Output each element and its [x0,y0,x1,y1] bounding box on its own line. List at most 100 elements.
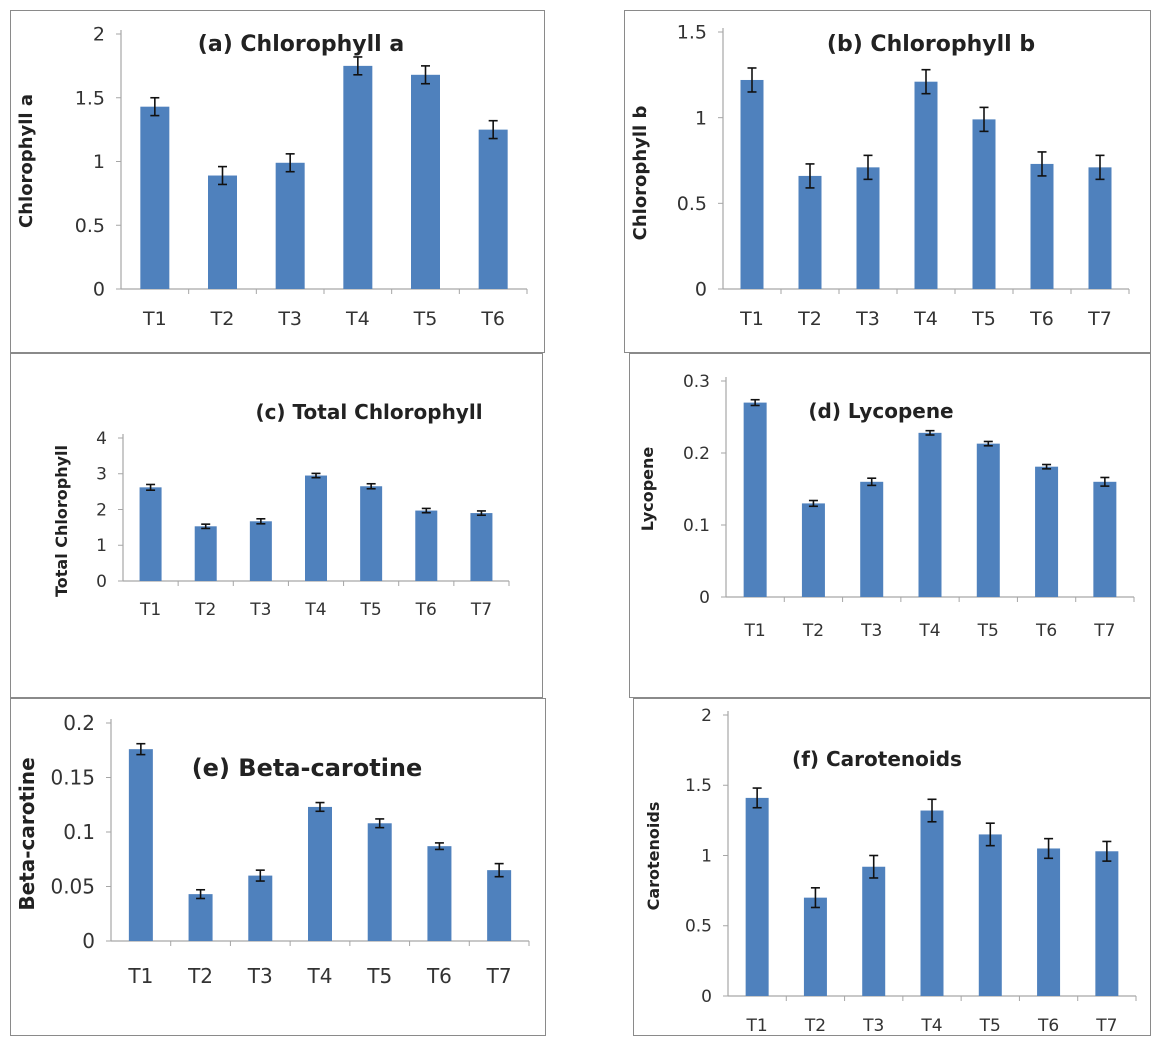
bar-t4 [918,432,942,597]
chart-b-plot: 0 0.5 1 1.5 T1 T2 T3 T4 T5 T6 T7 (b) Chlorophyll b C… [630,22,1130,330]
bar-t6 [427,846,452,941]
y-tick-label: 1 [96,536,107,556]
bar-t1 [139,487,162,581]
y-axis-label: Total Chlorophyll [52,445,71,597]
y-tick-label: 1.5 [677,22,707,44]
x-tick-label: T7 [470,600,492,620]
y-tick-label: 1.5 [685,776,712,796]
x-tick-label: T2 [804,1016,826,1036]
x-tick-label: T6 [1035,621,1057,641]
y-axis-label: Carotenoids [644,802,663,911]
bar-t2 [188,894,213,941]
y-tick-label: 0 [93,279,105,301]
x-tick-label: T2 [187,964,213,988]
x-tick-label: T3 [855,308,880,330]
y-axis-label: Chlorophyll b [630,106,651,241]
x-tick-label: T5 [971,308,996,330]
chart-e-plot: 0 0.05 0.1 0.15 0.2 T1 T2 T3 T4 T5 T6 T7 (e) Beta-ca… [15,711,530,988]
chart-f-plot: 0 0.5 1 1.5 2 T1 T2 T3 T4 T5 T6 T7 (f) Carotenoids Ca… [644,706,1137,1036]
chart-a: 0 0.5 1 1.5 2 T1 T2 T3 T4 T5 T6 (a) Chlorophyll a Ch… [16,24,528,330]
y-tick-label: 0.5 [677,193,707,215]
chart-e: 0 0.05 0.1 0.15 0.2 T1 T2 T3 T4 T5 T6 T7 (e) Beta-ca… [15,711,530,988]
bar-t1 [743,402,767,597]
chart-c-plot: 0 1 2 3 4 T1 T2 T3 T4 T5 T6 T7 (c) Total Chlorophyll… [52,400,510,620]
x-tick-label: T4 [920,1016,942,1036]
bar-t7 [1088,167,1112,289]
bar-t1 [128,749,153,941]
chart-d-plot: 0 0.1 0.2 0.3 T1 T2 T3 T4 T5 T6 T7 (d) Lycopene Lyco… [638,372,1135,641]
x-tick-label: T1 [127,964,153,988]
y-tick-label: 0.15 [50,766,95,790]
x-tick-label: T1 [746,1016,768,1036]
x-tick-label: T3 [247,964,273,988]
chart-panel-f: 0 0.5 1 1.5 2 T1 T2 T3 T4 T5 T6 T7 (f) Carotenoids Ca… [633,698,1151,1036]
y-tick-label: 1 [701,846,712,866]
chart-title: (c) Total Chlorophyll [255,400,482,424]
y-tick-label: 2 [93,24,105,46]
x-tick-label: T2 [194,600,216,620]
x-tick-label: T2 [802,621,824,641]
chart-panel-a: 0 0.5 1 1.5 2 T1 T2 T3 T4 T5 T6 (a) Chlorophyll a Ch… [10,10,545,353]
x-tick-label: T7 [1095,1016,1117,1036]
x-tick-label: T7 [1087,308,1112,330]
bar-t6 [1037,848,1061,996]
bar-t1 [740,79,764,290]
x-tick-label: T5 [977,621,999,641]
chart-panel-e: 0 0.05 0.1 0.15 0.2 T1 T2 T3 T4 T5 T6 T7 (e) Beta-ca… [10,698,546,1036]
x-tick-label: T5 [360,600,382,620]
x-tick-label: T3 [277,308,302,330]
y-tick-label: 2 [701,706,712,726]
x-tick-label: T4 [345,308,370,330]
chart-title: (d) Lycopene [808,399,953,423]
y-tick-label: 0 [96,572,107,592]
bar-t2 [803,897,827,996]
bar-t4 [308,806,332,941]
x-tick-label: T6 [1029,308,1054,330]
chart-title: (b) Chlorophyll b [827,32,1035,57]
chart-panel-b: 0 0.5 1 1.5 T1 T2 T3 T4 T5 T6 T7 (b) Chlorophyll b C… [624,10,1151,353]
bar-t7 [1093,481,1117,597]
bar-t3 [249,521,272,581]
x-tick-label: T4 [304,600,326,620]
y-tick-label: 0.5 [75,215,105,237]
x-tick-label: T1 [739,308,764,330]
bar-t3 [856,167,880,289]
bar-t6 [1030,163,1054,289]
x-tick-label: T4 [307,964,333,988]
bar-t5 [411,74,440,289]
chart-panel-c: 0 1 2 3 4 T1 T2 T3 T4 T5 T6 T7 (c) Total Chlorophyll… [10,353,543,698]
x-tick-label: T6 [1037,1016,1059,1036]
x-tick-label: T1 [139,600,161,620]
bar-t2 [194,526,217,581]
bar-t6 [1035,466,1059,597]
bar-t7 [487,870,512,941]
bar-t2 [208,175,237,289]
y-axis-label: Chlorophyll a [16,94,37,228]
chart-f: 0 0.5 1 1.5 2 T1 T2 T3 T4 T5 T6 T7 (f) Carotenoids Ca… [644,706,1137,1036]
bar-t3 [862,866,886,996]
bar-t4 [305,475,327,581]
bar-t7 [1095,851,1119,996]
chart-a-plot: 0 0.5 1 1.5 2 T1 T2 T3 T4 T5 T6 (a) Chlorophyll a Ch… [16,24,528,330]
x-tick-label: T5 [366,964,392,988]
y-axis-label: Beta-carotine [15,757,39,910]
bar-t3 [860,481,884,597]
y-tick-label: 0.1 [63,820,95,844]
y-tick-label: 0.05 [50,875,95,899]
y-tick-label: 0 [82,929,95,953]
chart-title: (e) Beta-carotine [192,754,423,782]
x-tick-label: T7 [486,964,512,988]
y-tick-label: 1.5 [75,87,105,109]
bar-t1 [745,797,769,996]
y-tick-label: 1 [93,151,105,173]
bar-t5 [978,834,1002,996]
bar-t4 [914,81,938,289]
bar-t5 [976,443,1000,597]
bar-t5 [972,119,996,289]
x-tick-label: T4 [918,621,940,641]
bar-t1 [140,106,170,289]
chart-b: 0 0.5 1 1.5 T1 T2 T3 T4 T5 T6 T7 (b) Chlorophyll b C… [630,22,1130,330]
bar-t6 [415,510,438,581]
y-tick-label: 0.5 [685,917,712,937]
y-tick-label: 0 [695,279,707,301]
